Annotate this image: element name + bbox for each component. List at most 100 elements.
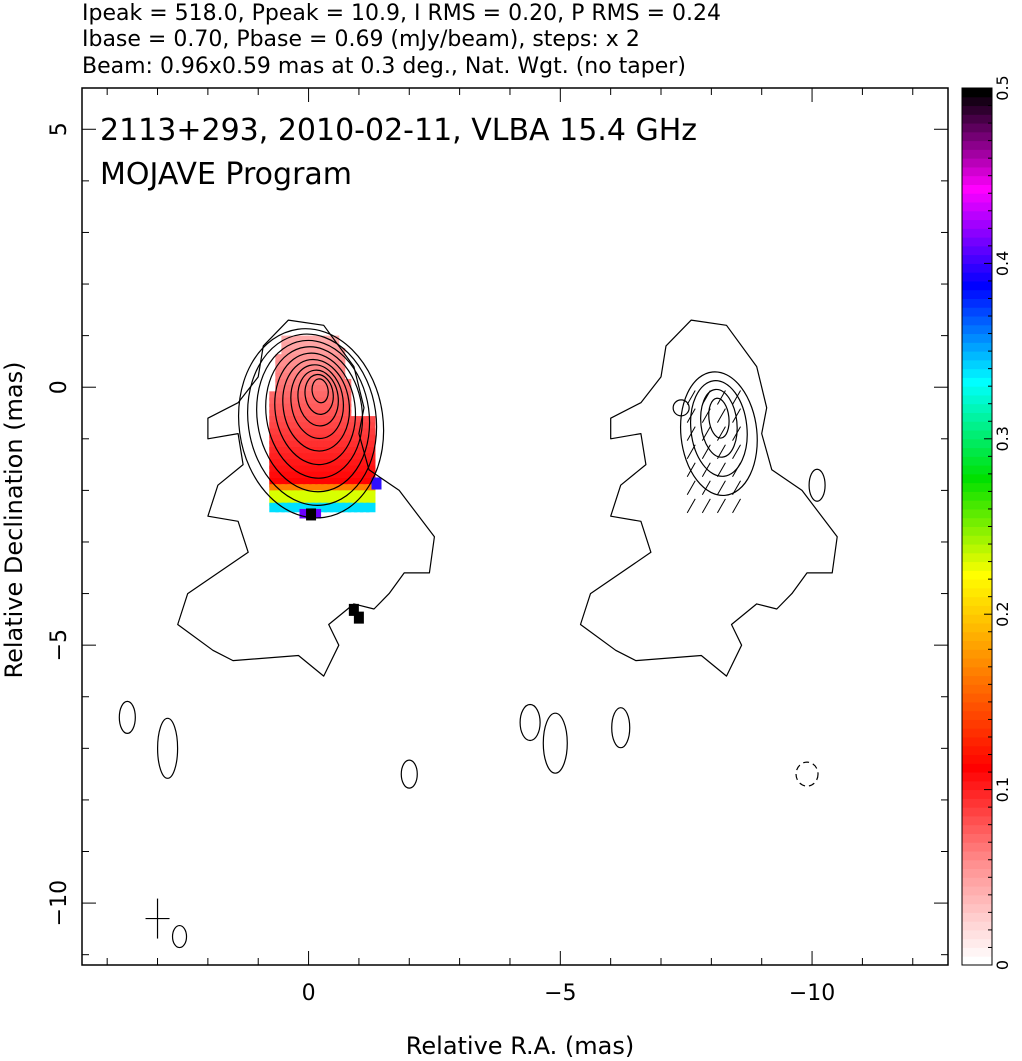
pol-pixel: [329, 502, 340, 513]
pol-pixel: [347, 502, 358, 513]
pol-pixel: [359, 484, 370, 494]
pol-pixel: [299, 372, 310, 383]
colorbar-swatch: [962, 500, 992, 510]
pol-pixel: [299, 434, 310, 445]
pol-pixel: [293, 465, 303, 476]
pol-pixel: [293, 502, 303, 513]
evpa-vector: [686, 408, 696, 423]
evpa-vector: [701, 462, 711, 478]
pol-pixel: [323, 341, 334, 352]
source-annotation: 2113+293, 2010-02-11, VLBA 15.4 GHz: [100, 113, 697, 148]
intensity-contour: [297, 369, 339, 427]
pol-pixel: [287, 490, 297, 500]
pol-pixel: [269, 434, 279, 445]
pol-pixel: [275, 366, 285, 377]
colorbar-swatch: [962, 886, 992, 896]
pol-pixel: [335, 484, 346, 494]
pol-pixel: [353, 490, 364, 500]
pol-pixel: [335, 391, 346, 401]
pol-pixel: [329, 434, 340, 445]
pol-pixel: [359, 471, 370, 482]
pol-pixel: [269, 397, 279, 408]
pol-pixel: [287, 440, 297, 451]
beam-ellipse: [145, 898, 188, 949]
pol-pixel: [275, 471, 285, 482]
colorbar-swatch: [962, 517, 992, 527]
pol-pixel: [305, 397, 316, 408]
pol-pixel: [299, 403, 310, 414]
pol-pixel: [335, 447, 346, 457]
pol-pixel: [341, 459, 352, 469]
pol-pixel: [275, 453, 285, 463]
pol-pixel: [293, 434, 303, 445]
colorbar-swatch: [962, 228, 992, 238]
colorbar-swatch: [962, 456, 992, 466]
pol-pixel: [347, 484, 358, 494]
evpa-vector: [732, 462, 741, 478]
pol-pixel: [269, 403, 279, 414]
pol-pixel: [329, 459, 340, 469]
pol-pixel: [317, 422, 328, 432]
pol-pixel: [299, 422, 310, 432]
pol-pixel: [275, 459, 285, 469]
pol-pixel: [317, 478, 328, 488]
colorbar-swatch: [962, 438, 992, 449]
colorbar-swatch: [962, 658, 992, 668]
intensity-contour: [256, 339, 371, 493]
pol-pixel: [311, 385, 322, 395]
y-tick-label: −10: [47, 880, 72, 926]
pol-pixel: [299, 378, 310, 389]
colorbar-swatch: [962, 403, 992, 413]
pol-pixel: [359, 440, 370, 451]
pol-pixel: [341, 478, 352, 488]
contour-island: [542, 712, 568, 774]
pol-pixel: [359, 490, 370, 500]
pol-pixel: [275, 354, 285, 364]
pol-pixel: [335, 496, 346, 507]
colorbar-swatch: [962, 877, 992, 887]
pol-pixel: [347, 447, 358, 457]
evpa-vector: [716, 462, 726, 478]
pol-pixel: [341, 416, 352, 426]
pol-pixel: [275, 403, 285, 414]
contour-island: [808, 468, 826, 502]
lowest-contour: [177, 319, 435, 677]
pol-pixel: [293, 409, 303, 420]
pol-pixel: [305, 409, 316, 420]
pol-pixel: [317, 354, 328, 364]
intensity-contour: [311, 378, 329, 404]
pol-pixel: [311, 508, 322, 519]
plot-area: [81, 87, 949, 966]
pol-pixel: [299, 447, 310, 457]
pol-pixel: [353, 416, 364, 426]
colorbar-swatch: [962, 473, 992, 484]
evpa-vector: [686, 426, 696, 441]
pol-pixel: [281, 447, 291, 457]
pol-pixel: [317, 341, 328, 352]
pol-pixel: [335, 490, 346, 500]
pol-pixel: [287, 335, 297, 346]
pol-pixel: [287, 360, 297, 370]
pol-pixel: [347, 478, 358, 488]
colorbar-swatch: [962, 368, 992, 378]
colorbar-swatch: [962, 508, 992, 519]
colorbar-tick-label: 0.5: [993, 75, 1012, 100]
contour-island: [156, 717, 179, 779]
pol-pixel: [359, 465, 370, 476]
colorbar-swatch: [962, 210, 992, 221]
pol-pixel: [299, 354, 310, 364]
pol-pixel: [293, 416, 303, 426]
intensity-contour: [679, 371, 758, 497]
pol-pixel: [317, 471, 328, 482]
evpa-vector: [716, 498, 726, 514]
pol-pixel: [341, 440, 352, 451]
colorbar-swatch: [962, 570, 992, 580]
pol-pixel: [299, 348, 310, 358]
pol-pixel: [347, 434, 358, 445]
colorbar-tick-label: 0: [993, 960, 1012, 970]
pol-pixel: [341, 502, 352, 513]
pol-pixel: [269, 471, 279, 482]
pol-pixel: [311, 348, 322, 358]
pol-pixel: [269, 484, 279, 494]
pol-pixel: [299, 391, 310, 401]
